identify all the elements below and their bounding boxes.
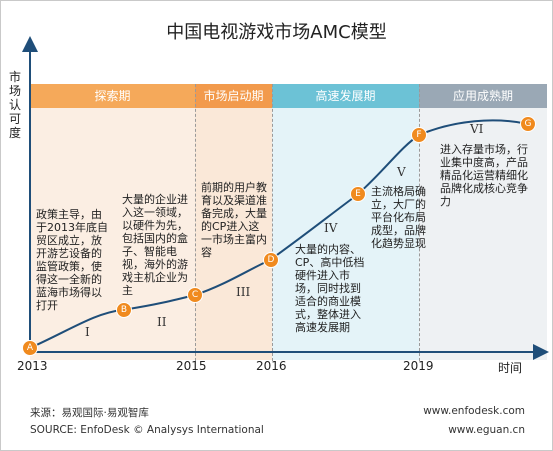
desc-hardware-entry: 大量的企业进入这一领域，以硬件为先，包括国内的盒子、智能电视，海外的游戏主机企业… — [122, 193, 188, 297]
band-rapid-growth — [272, 108, 419, 360]
phase-iv: IV — [324, 221, 338, 235]
marker-g: G — [520, 116, 536, 132]
year-2013: 2013 — [17, 359, 48, 373]
source-cn: 来源：易观国际·易观智库 — [30, 407, 149, 419]
stage-exploration: 探索期 — [30, 84, 195, 108]
source-en: SOURCE: EnfoDesk © Analysys Internationa… — [30, 424, 264, 436]
stage-mature: 应用成熟期 — [419, 84, 547, 108]
divider-2016 — [272, 84, 273, 361]
divider-2019 — [419, 84, 420, 361]
marker-c: C — [187, 287, 203, 303]
marker-e: E — [350, 186, 366, 202]
divider-2015 — [195, 84, 196, 361]
band-exploration — [30, 108, 195, 360]
marker-b: B — [116, 302, 132, 318]
band-market-launch — [195, 108, 272, 360]
year-2016: 2016 — [256, 359, 287, 373]
url-enfodesk: www.enfodesk.com — [423, 405, 525, 417]
phase-i: I — [85, 325, 90, 339]
phase-v: V — [397, 165, 406, 179]
year-2015: 2015 — [176, 359, 207, 373]
url-eguan: www.eguan.cn — [448, 424, 525, 436]
desc-market-launch: 前期的用户教育以及渠道准备完成，大量的CP进入这一市场主富内容 — [201, 181, 267, 259]
band-mature — [419, 108, 547, 360]
phase-iii: III — [236, 285, 251, 299]
stage-market-launch: 市场启动期 — [195, 84, 272, 108]
year-2019: 2019 — [403, 359, 434, 373]
marker-f: F — [411, 127, 427, 143]
desc-exploration: 政策主导，由于2013年底自贸区成立，放开游艺设备的监管政策，使得这一全新的蓝海… — [36, 208, 108, 312]
marker-a: A — [22, 340, 38, 356]
phase-vi: VI — [470, 122, 484, 136]
y-axis-label: 市场认可度 — [9, 70, 22, 140]
desc-mature: 进入存量市场，行业集中度高，产品精品化运营精细化品牌化成核心竞争力 — [440, 143, 528, 208]
phase-ii: II — [157, 315, 167, 329]
marker-d: D — [263, 252, 279, 268]
desc-rapid-growth: 大量的内容、CP、高中低档硬件进入市场，同时找到适合的商业模式，整体进入高速发展… — [295, 243, 365, 334]
desc-pattern-set: 主流格局确立，大厂的平台化布局成型，品牌化趋势显现 — [371, 185, 426, 250]
x-axis-unit: 时间 — [498, 361, 523, 375]
figure-title: 中国电视游戏市场AMC模型 — [166, 22, 387, 43]
stage-rapid-growth: 高速发展期 — [272, 84, 419, 108]
